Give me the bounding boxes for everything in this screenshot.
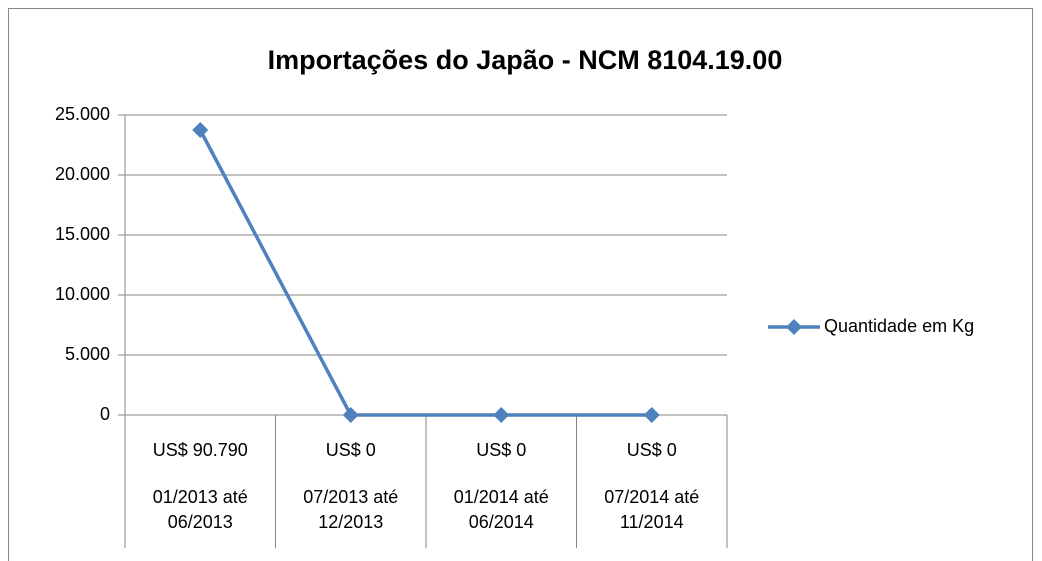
category-period-label: 07/2014 até 11/2014 xyxy=(604,487,700,532)
legend-label: Quantidade em Kg xyxy=(824,316,974,336)
data-point xyxy=(342,407,359,423)
category-value-label: US$ 90.790 xyxy=(152,440,248,460)
data-point xyxy=(643,407,660,423)
data-point xyxy=(493,407,510,423)
y-tick-label: 5.000 xyxy=(65,344,110,364)
category-value-label: US$ 0 xyxy=(476,440,527,460)
y-tick-label: 0 xyxy=(100,404,110,424)
y-tick-label: 15.000 xyxy=(55,224,110,244)
chart-title: Importações do Japão - NCM 8104.19.00 xyxy=(268,45,783,75)
chart-frame xyxy=(8,8,1033,561)
category-period-label: 01/2014 até 06/2014 xyxy=(453,487,549,532)
category-value-label: US$ 0 xyxy=(626,440,677,460)
data-point xyxy=(192,122,209,138)
y-tick-label: 10.000 xyxy=(55,284,110,304)
category-period-label: 07/2013 até 12/2013 xyxy=(303,487,399,532)
legend-marker xyxy=(786,319,802,335)
y-tick-label: 25.000 xyxy=(55,104,110,124)
category-period-label: 01/2013 até 06/2013 xyxy=(152,487,248,532)
category-value-label: US$ 0 xyxy=(325,440,376,460)
data-line xyxy=(198,129,652,417)
y-tick-label: 20.000 xyxy=(55,164,110,184)
